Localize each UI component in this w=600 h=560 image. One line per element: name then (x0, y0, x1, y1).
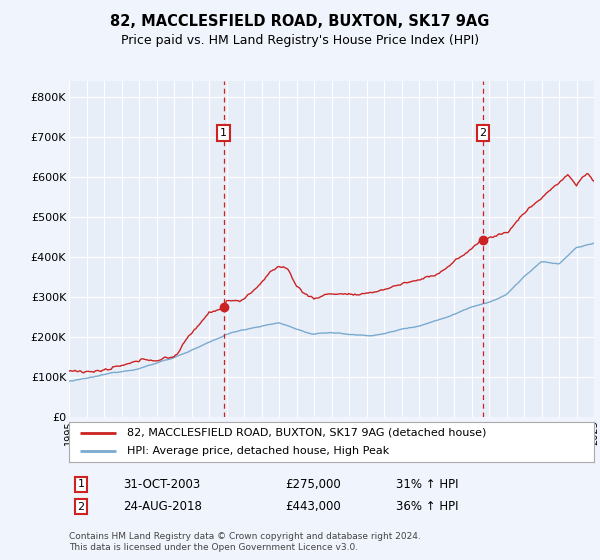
Text: 1: 1 (77, 479, 85, 489)
Text: 82, MACCLESFIELD ROAD, BUXTON, SK17 9AG: 82, MACCLESFIELD ROAD, BUXTON, SK17 9AG (110, 14, 490, 29)
Text: £275,000: £275,000 (285, 478, 341, 491)
Text: HPI: Average price, detached house, High Peak: HPI: Average price, detached house, High… (127, 446, 389, 456)
Text: 1: 1 (220, 128, 227, 138)
Text: £443,000: £443,000 (285, 500, 341, 514)
Text: 2: 2 (479, 128, 487, 138)
Text: 2: 2 (77, 502, 85, 512)
Text: 31-OCT-2003: 31-OCT-2003 (123, 478, 200, 491)
Text: 31% ↑ HPI: 31% ↑ HPI (396, 478, 458, 491)
Text: Price paid vs. HM Land Registry's House Price Index (HPI): Price paid vs. HM Land Registry's House … (121, 34, 479, 46)
Text: Contains HM Land Registry data © Crown copyright and database right 2024.
This d: Contains HM Land Registry data © Crown c… (69, 532, 421, 552)
Text: 36% ↑ HPI: 36% ↑ HPI (396, 500, 458, 514)
Text: 82, MACCLESFIELD ROAD, BUXTON, SK17 9AG (detached house): 82, MACCLESFIELD ROAD, BUXTON, SK17 9AG … (127, 428, 486, 438)
Text: 24-AUG-2018: 24-AUG-2018 (123, 500, 202, 514)
